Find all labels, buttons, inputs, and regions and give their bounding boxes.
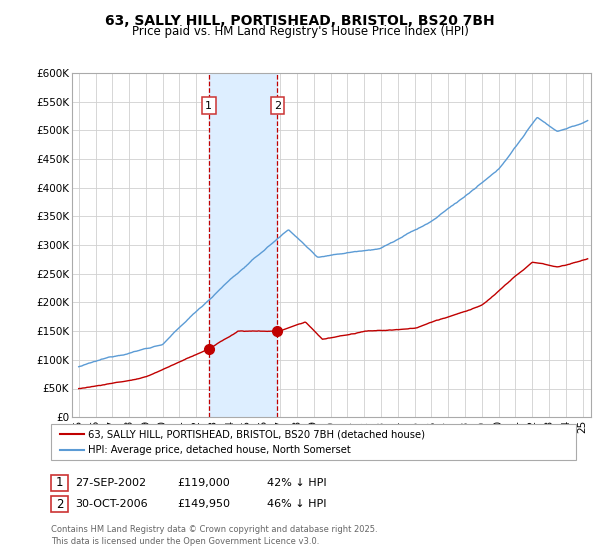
Text: 42% ↓ HPI: 42% ↓ HPI (267, 478, 326, 488)
Text: Contains HM Land Registry data © Crown copyright and database right 2025.
This d: Contains HM Land Registry data © Crown c… (51, 525, 377, 546)
Text: 63, SALLY HILL, PORTISHEAD, BRISTOL, BS20 7BH (detached house): 63, SALLY HILL, PORTISHEAD, BRISTOL, BS2… (88, 429, 425, 439)
Text: HPI: Average price, detached house, North Somerset: HPI: Average price, detached house, Nort… (88, 445, 351, 455)
Text: Price paid vs. HM Land Registry's House Price Index (HPI): Price paid vs. HM Land Registry's House … (131, 25, 469, 38)
Text: 1: 1 (205, 100, 212, 110)
Text: 2: 2 (274, 100, 281, 110)
Text: 27-SEP-2002: 27-SEP-2002 (75, 478, 146, 488)
Text: £119,000: £119,000 (177, 478, 230, 488)
Bar (209, 73, 277, 417)
Text: 46% ↓ HPI: 46% ↓ HPI (267, 499, 326, 509)
Text: 63, SALLY HILL, PORTISHEAD, BRISTOL, BS20 7BH: 63, SALLY HILL, PORTISHEAD, BRISTOL, BS2… (105, 14, 495, 28)
Text: £149,950: £149,950 (177, 499, 230, 509)
Text: 1: 1 (56, 476, 63, 489)
Text: 2: 2 (56, 497, 63, 511)
Text: 30-OCT-2006: 30-OCT-2006 (75, 499, 148, 509)
